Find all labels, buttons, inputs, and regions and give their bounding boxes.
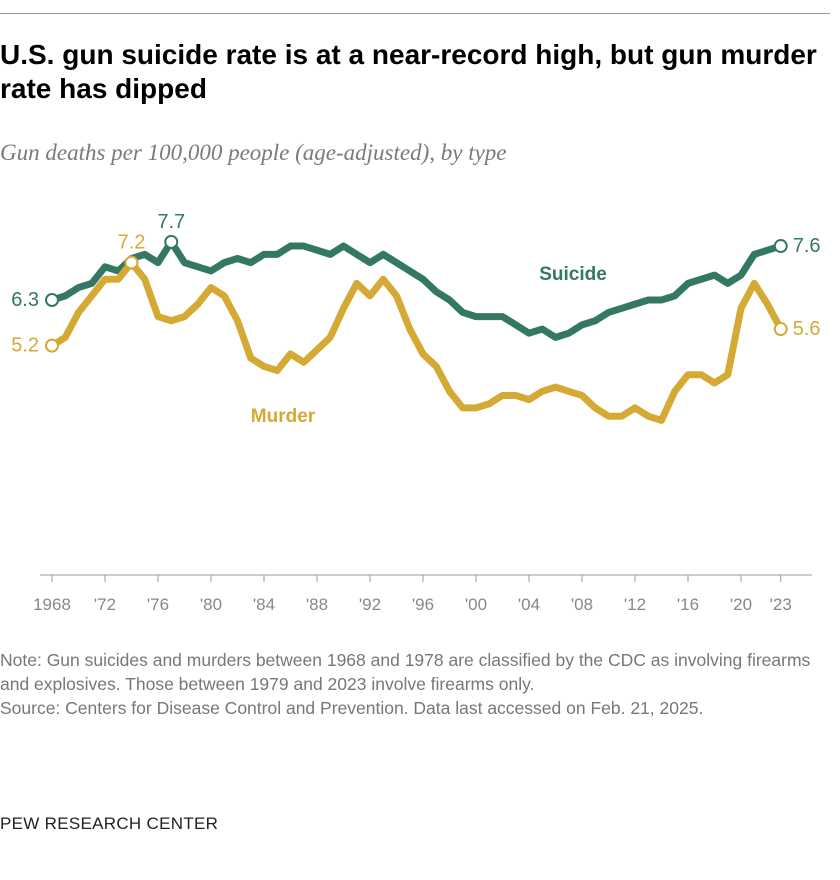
x-tick-label: 1968 xyxy=(33,595,71,614)
murder-data-label: 7.2 xyxy=(118,232,146,254)
murder-point-marker xyxy=(45,338,59,353)
chart-subtitle: Gun deaths per 100,000 people (age-adjus… xyxy=(0,140,507,165)
x-tick-label: '92 xyxy=(359,595,381,614)
top-rule xyxy=(0,13,830,14)
x-tick-label: '76 xyxy=(147,595,169,614)
x-tick-label: '08 xyxy=(571,595,593,614)
brand-logo-text: PEW RESEARCH CENTER xyxy=(0,814,219,833)
x-tick-label: '80 xyxy=(200,595,222,614)
x-tick-label: '00 xyxy=(465,595,487,614)
x-tick-label: '16 xyxy=(677,595,699,614)
murder-data-label: 5.6 xyxy=(793,318,821,340)
chart-title: U.S. gun suicide rate is at a near-recor… xyxy=(0,39,817,104)
murder-line xyxy=(48,259,785,424)
notes: Note: Gun suicides and murders between 1… xyxy=(0,648,830,720)
suicide-line xyxy=(48,238,785,341)
x-tick-label: '20 xyxy=(730,595,752,614)
suicide-data-label: 7.6 xyxy=(793,235,821,257)
x-tick-label: '04 xyxy=(518,595,540,614)
x-tick-label: '96 xyxy=(412,595,434,614)
x-tick-label: '12 xyxy=(624,595,646,614)
murder-series-label: Murder xyxy=(251,406,316,427)
x-tick-label: '88 xyxy=(306,595,328,614)
x-tick-label: '84 xyxy=(253,595,275,614)
source-text: Source: Centers for Disease Control and … xyxy=(0,698,704,718)
x-tick-label: '72 xyxy=(94,595,116,614)
murder-data-label: 5.2 xyxy=(11,335,39,357)
suicide-point-marker xyxy=(164,234,179,249)
suicide-data-label: 7.7 xyxy=(157,211,185,233)
note-text: Note: Gun suicides and murders between 1… xyxy=(0,650,811,694)
murder-point-marker xyxy=(124,255,139,270)
suicide-point-marker xyxy=(45,293,59,307)
line-chart: 6.3 7.7 7.6 5.2 7.2 5.6 Suicide Murder 1968 '72 '7… xyxy=(11,211,821,614)
suicide-series-label: Suicide xyxy=(539,264,607,285)
murder-point-marker xyxy=(773,322,788,337)
suicide-point-marker xyxy=(773,239,788,254)
suicide-data-label: 6.3 xyxy=(11,289,39,311)
x-tick-label: '23 xyxy=(770,595,792,614)
